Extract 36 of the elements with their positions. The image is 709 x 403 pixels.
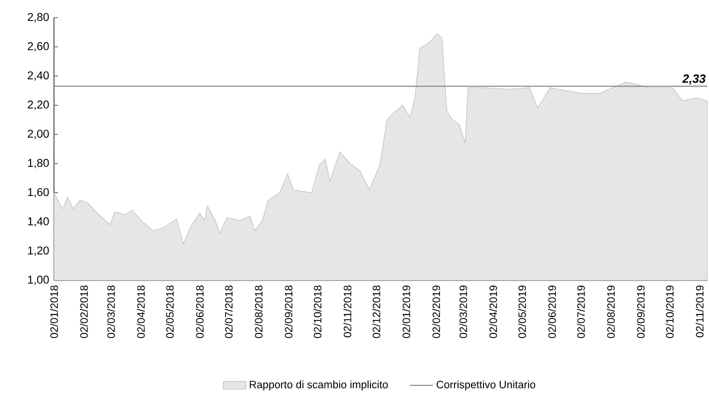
y-tick-label: 1,40 (28, 217, 49, 227)
x-tick-label: 02/02/2019 (432, 286, 440, 338)
x-tick-label: 02/03/2019 (459, 286, 468, 338)
data-label: 2,33 (682, 74, 706, 85)
x-tick-label: 02/08/2018 (254, 286, 263, 338)
x-tick-label: 02/11/2018 (343, 286, 352, 338)
x-tick-label: 02/08/2019 (606, 286, 615, 338)
legend-label: Corrispettivo Unitario (436, 380, 536, 390)
x-tick-label: 02/02/2018 (80, 286, 88, 338)
x-tick-label: 02/01/2018 (50, 286, 58, 338)
x-tick-label: 02/04/2019 (489, 286, 498, 338)
x-tick-label: 02/11/2019 (696, 286, 704, 338)
x-tick-label: 02/05/2018 (166, 286, 174, 338)
x-tick-label: 02/12/2018 (372, 286, 380, 338)
x-tick-label: 02/06/2019 (548, 286, 556, 338)
y-tick-label: 2,00 (28, 130, 49, 140)
y-tick-label: 1,20 (28, 246, 49, 256)
x-tick-label: 02/09/2019 (636, 286, 645, 338)
y-tick-label: 2,40 (28, 71, 49, 81)
x-tick-label: 02/03/2018 (107, 286, 115, 338)
x-tick-label: 02/09/2018 (284, 286, 292, 338)
x-tick-label: 02/05/2019 (518, 286, 526, 338)
y-tick-label: 1,00 (28, 276, 49, 286)
y-tick-label: 1,60 (28, 188, 49, 198)
y-tick-label: 2,20 (28, 100, 49, 110)
x-tick-label: 02/10/2019 (666, 286, 674, 338)
x-tick-label: 02/10/2018 (314, 286, 322, 338)
y-tick-label: 1,80 (28, 158, 49, 168)
x-tick-label: 02/01/2019 (402, 286, 410, 338)
y-tick-label: 2,80 (28, 12, 49, 22)
x-tick-label: 02/07/2019 (577, 286, 585, 338)
y-tick-label: 2,60 (28, 42, 49, 52)
x-tick-label: 02/04/2018 (136, 286, 145, 338)
legend-label: Rapporto di scambio implicito (250, 380, 388, 390)
x-tick-label: 02/07/2018 (224, 286, 233, 338)
x-tick-label: 02/06/2018 (196, 286, 204, 338)
